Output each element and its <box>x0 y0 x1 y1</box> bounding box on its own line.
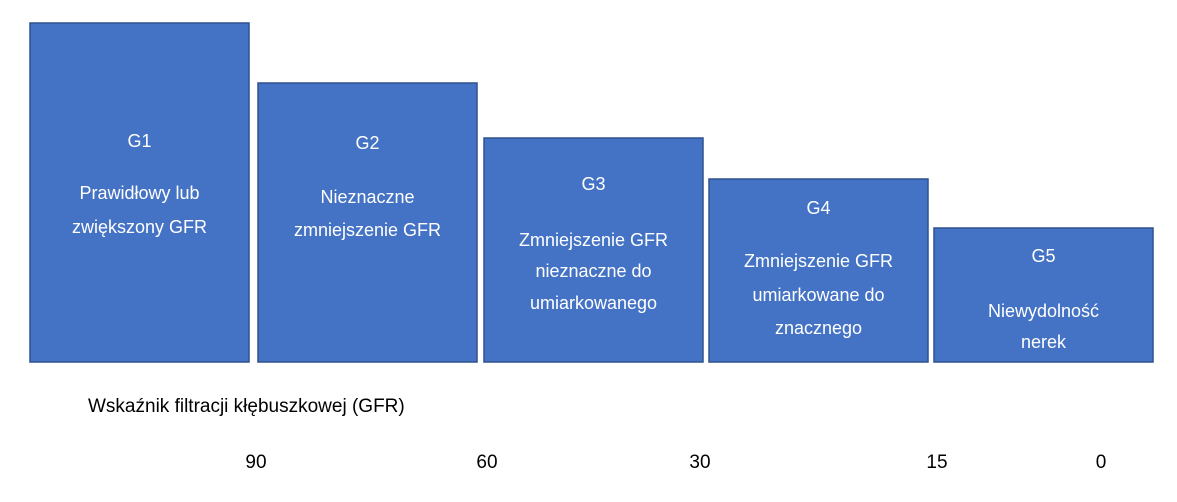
stage: G4 Zmniejszenie GFR umiarkowane do znaczneg… <box>708 178 929 363</box>
stage-label: umiarkowane do <box>752 285 884 305</box>
boundaries: 90 60 30 15 0 <box>245 452 1106 473</box>
stage: G3 Zmniejszenie GFR nieznaczne do umiarkowa… <box>483 137 704 363</box>
stage-box <box>933 227 1154 363</box>
stage-code: G4 <box>806 198 830 218</box>
stage-code: G5 <box>1031 246 1055 266</box>
stage: G2 Nieznaczne zmniejszenie GFR <box>257 82 478 363</box>
stage-code: G3 <box>581 174 605 194</box>
boundary-label: 30 <box>689 452 710 473</box>
stage-label: Prawidłowy lub <box>79 183 199 203</box>
boundary-label: 60 <box>476 452 497 473</box>
boundary-label: 90 <box>245 452 266 473</box>
stage-label: zmniejszenie GFR <box>294 220 441 240</box>
stage: G1 Prawidłowy lub zwiększony GFR <box>29 22 250 363</box>
stage-label: zwiększony GFR <box>72 217 207 237</box>
stage-label: Zmniejszenie GFR <box>744 251 893 271</box>
boundary-label: 15 <box>926 452 947 473</box>
stage: G5 Niewydolność nerek <box>933 227 1154 363</box>
stage-label: nieznaczne do <box>535 261 651 281</box>
stage-label: nerek <box>1021 332 1067 352</box>
stage-box <box>257 82 478 363</box>
stage-code: G1 <box>127 131 151 151</box>
stage-label: znacznego <box>775 318 862 338</box>
stage-code: G2 <box>355 133 379 153</box>
axis-label: Wskaźnik filtracji kłębuszkowej (GFR) <box>88 396 405 417</box>
stage-label: Zmniejszenie GFR <box>519 230 668 250</box>
stage-label: Niewydolność <box>988 301 1099 321</box>
stage-box <box>483 137 704 363</box>
stage-label: umiarkowanego <box>530 293 657 313</box>
stages: G1 Prawidłowy lub zwiększony GFR G2 Nieznacz… <box>29 22 1154 363</box>
stage-label: Nieznaczne <box>320 187 414 207</box>
stage-box <box>29 22 250 363</box>
stage-box <box>708 178 929 363</box>
boundary-label: 0 <box>1096 452 1107 473</box>
